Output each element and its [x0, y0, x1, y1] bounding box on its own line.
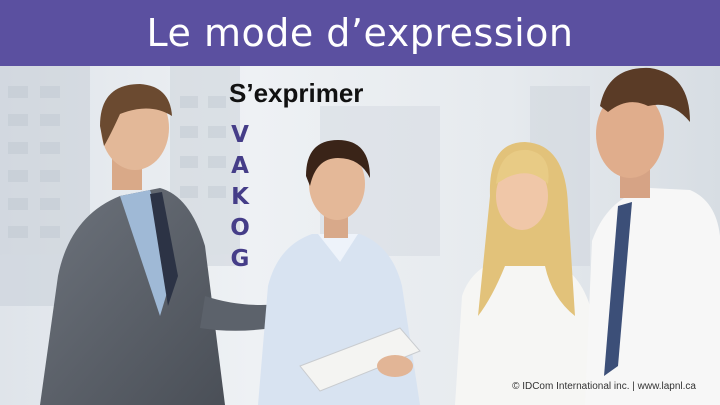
vakog-letter-k: K	[231, 184, 249, 210]
person-woman-clipboard	[258, 140, 421, 405]
vakog-acronym: V A K O G	[226, 120, 254, 275]
copyright-notice: © IDCom International inc. | www.lapnl.c…	[512, 381, 696, 392]
person-man-grey-suit	[40, 84, 312, 405]
slide-title: Le mode d’expression	[146, 11, 574, 55]
vakog-letter-a: A	[231, 153, 249, 179]
vakog-letter-v: V	[231, 122, 249, 148]
vakog-letter-g: G	[230, 246, 250, 272]
title-bar: Le mode d’expression	[0, 0, 720, 66]
vakog-letter-o: O	[230, 215, 250, 241]
person-woman-blonde	[455, 142, 600, 405]
person-man-white-shirt	[585, 67, 720, 405]
business-team-photo	[0, 66, 720, 405]
subtitle-sexprimer: S’exprimer	[229, 78, 364, 108]
